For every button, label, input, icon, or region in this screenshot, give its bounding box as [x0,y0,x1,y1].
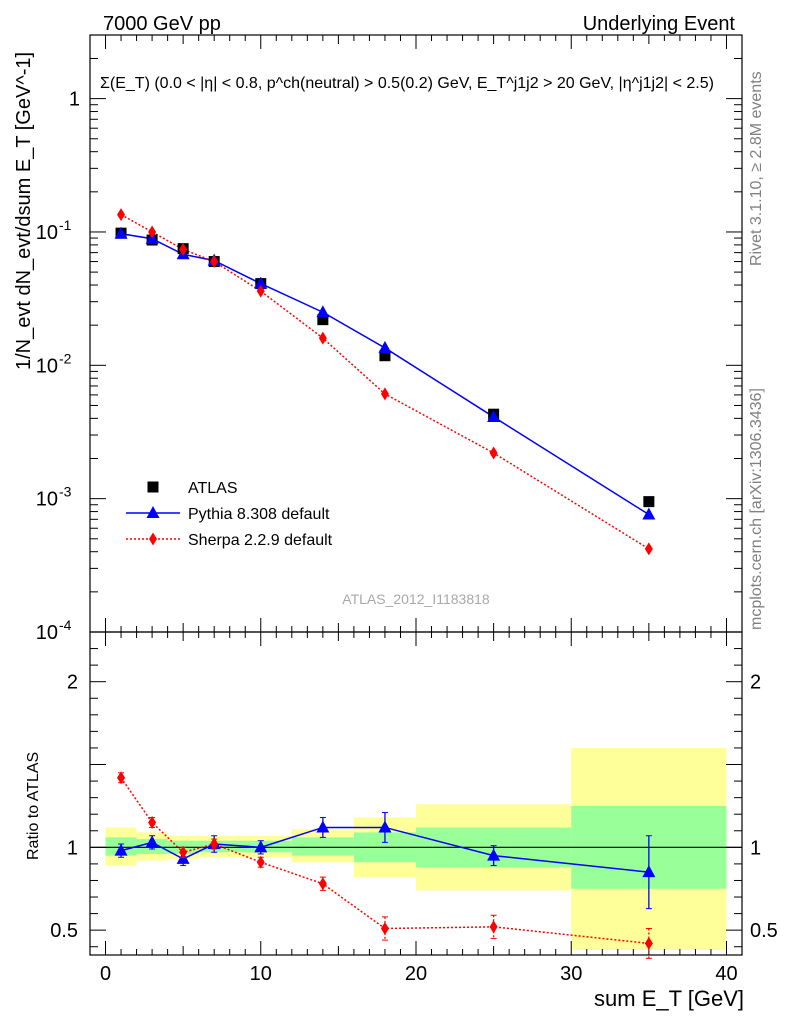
chart-title: Σ(E_T) (0.0 < |η| < 0.8, p^ch(neutral) >… [100,75,714,92]
sherpa-ratio-point [210,837,219,851]
ratio-tick-label: 2 [67,672,78,694]
legend: ATLAS Pythia 8.308 default Sherpa 2.2.9 de… [126,480,333,549]
pythia-ratio-point [254,840,268,853]
legend-pythia-marker [146,506,160,518]
y-tick-label: 10 [36,489,58,511]
y-tick-label: 10 [36,622,58,644]
band-green [291,837,354,856]
y-axis-label: 1/N_evt dN_evt/dsum E_T [GeV^-1] [13,52,35,370]
pythia-ratio-point [114,843,128,856]
sherpa-ratio-point [117,771,126,785]
x-axis-label: sum E_T [GeV] [594,986,744,1011]
y-tick-label: 1 [69,89,80,111]
sherpa-ratio-point [318,877,327,891]
ratio-tick-label: 0.5 [50,920,78,942]
sherpa-ratio-point [380,921,389,935]
rivet-version-label: Rivet 3.1.10, ≥ 2.8M events [748,71,765,266]
x-tick-label: 20 [405,963,427,985]
x-tick-label: 40 [715,963,737,985]
pythia-point [378,340,392,353]
pythia-ratio-point [316,820,330,833]
header-right: Underlying Event [583,13,736,35]
atlas-point [317,314,329,326]
sherpa-ratio-line [120,777,649,945]
y-tick-exponent: -2 [59,350,72,366]
x-tick-label: 10 [250,963,272,985]
ratio-tick-label: 1 [67,837,78,859]
y-tick-label: 10 [36,222,58,244]
y-tick-label: 10 [36,355,58,377]
sherpa-point [380,387,389,401]
sherpa-ratio-point [179,845,188,859]
pythia-ratio-point [487,848,501,861]
sherpa-point [256,284,265,298]
pythia-point [487,409,501,422]
y-tick-exponent: -1 [59,217,72,233]
pythia-point [114,226,128,239]
analysis-watermark: ATLAS_2012_I1183818 [342,591,490,607]
atlas-point [643,496,655,508]
ratio-tick-label: 2 [750,672,761,694]
sherpa-ratio-point [148,815,157,829]
sherpa-ratio-point [644,936,653,950]
legend-atlas-label: ATLAS [188,480,238,497]
pythia-ratio-point [642,865,656,878]
sherpa-line [120,213,650,550]
pythia-point [316,305,330,318]
atlas-point [379,350,391,362]
sherpa-point [148,225,157,239]
legend-sherpa-marker [149,532,157,546]
sherpa-point [644,542,653,556]
ratio-axis-label: Ratio to ATLAS [25,752,42,860]
sherpa-ratio-point [489,920,498,934]
x-tick-label: 0 [100,963,111,985]
sherpa-point [489,446,498,460]
pythia-ratio-point [378,820,392,833]
header-left: 7000 GeV pp [103,13,221,35]
ratio-uncertainty-bands [90,747,742,951]
legend-sherpa-label: Sherpa 2.2.9 default [188,532,333,549]
pythia-point [642,507,656,520]
x-tick-label: 30 [560,963,582,985]
sherpa-point [117,208,126,222]
mcplots-label: mcplots.cern.ch [arXiv:1306.3436] [748,388,765,630]
ratio-tick-label: 0.5 [750,920,778,942]
sherpa-point [179,242,188,256]
sherpa-ratio-point [256,855,265,869]
legend-atlas-marker [147,481,159,493]
pythia-point [254,276,268,289]
sherpa-point [210,255,219,269]
ratio-tick-label: 1 [750,837,761,859]
y-tick-exponent: -3 [59,484,72,500]
sherpa-point [318,331,327,345]
pythia-line [120,232,650,516]
legend-pythia-label: Pythia 8.308 default [188,506,330,523]
y-tick-exponent: -4 [59,617,72,633]
pythia-ratio-point [145,835,159,848]
